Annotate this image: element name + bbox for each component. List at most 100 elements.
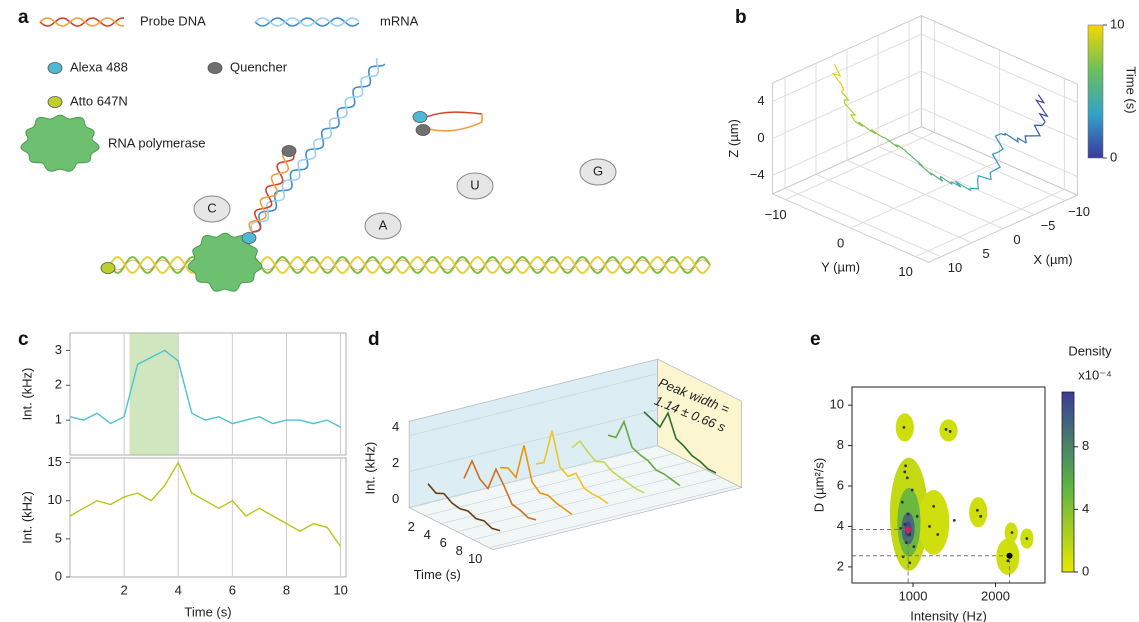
z-tick-label: 4: [757, 93, 764, 108]
colorbar-tick-label: 0: [1082, 563, 1089, 578]
point: [904, 464, 908, 468]
strand: [254, 17, 360, 27]
x-tick-label: 8: [283, 582, 290, 597]
trajectory-segment: [880, 135, 907, 152]
y-tick-label: 1: [55, 412, 62, 427]
grid-line: [473, 477, 722, 541]
point: [952, 518, 956, 522]
z-axis-label: Z (µm): [726, 119, 741, 158]
side-wall: [657, 358, 742, 489]
x-tick-label: −10: [1068, 204, 1090, 219]
panel-label: a: [18, 7, 29, 28]
alexa-dot: [241, 232, 257, 244]
colorbar-tick-label: 10: [1110, 16, 1124, 31]
quencher-dot: [281, 145, 297, 157]
y-tick-label: 10: [830, 397, 844, 412]
point: [975, 508, 979, 512]
x-tick-label: 2: [408, 519, 415, 534]
z-tick-label: −4: [750, 167, 765, 182]
point: [1010, 531, 1014, 534]
y-tick-label: 2: [55, 377, 62, 392]
y-tick-label: 4: [392, 419, 399, 434]
density-region: [939, 419, 958, 442]
trajectory-segment: [1034, 94, 1049, 123]
trace: [427, 483, 501, 532]
point: [915, 514, 919, 518]
x-tick-label: 6: [229, 582, 236, 597]
y-tick-label: 5: [55, 530, 62, 545]
marker: [905, 526, 912, 533]
trace: [571, 439, 645, 494]
grid-line: [425, 453, 674, 517]
point: [936, 533, 940, 536]
colorbar-tick-label: 4: [1082, 501, 1089, 516]
x-tick-label: 2: [121, 582, 128, 597]
trajectory-segment: [831, 63, 845, 92]
trace: [463, 458, 537, 521]
grid-line: [850, 160, 1000, 229]
panel-label: d: [368, 329, 380, 350]
line: [69, 349, 341, 428]
point: [903, 470, 907, 474]
strand: [39, 17, 125, 27]
panel-label: c: [18, 329, 29, 350]
x-axis-label: X (µm): [1033, 252, 1072, 267]
trajectory-segment: [991, 133, 1004, 171]
probe-hairpin: [425, 111, 483, 118]
x-tick-label: 2000: [981, 588, 1010, 603]
colorbar-label: Density: [1068, 343, 1112, 358]
grid-line: [489, 485, 738, 549]
point: [906, 512, 910, 516]
legend-text: mRNA: [380, 13, 419, 28]
x-tick-label: 5: [982, 246, 989, 261]
plot-area: [851, 386, 1046, 584]
strand: [248, 150, 290, 233]
nucleotide-label: C: [207, 200, 216, 215]
y-tick-label: 0: [837, 236, 844, 251]
alexa-dot: [412, 111, 428, 123]
point: [1025, 537, 1029, 540]
point: [905, 541, 908, 544]
nucleotide: [193, 195, 231, 223]
x-tick-label: −5: [1041, 218, 1056, 233]
grid-line: [441, 461, 690, 525]
legend-text: Atto 647N: [70, 93, 128, 108]
z-tick-label: 0: [757, 130, 764, 145]
marker: [1006, 552, 1013, 559]
trace: [499, 445, 573, 516]
x-tick-label: 10: [333, 582, 347, 597]
point: [902, 426, 906, 429]
colorbar: [1087, 24, 1104, 159]
colorbar-label: Time (s): [1124, 66, 1139, 113]
strand: [39, 17, 125, 27]
guide-line: [852, 555, 1011, 583]
x-axis-label: Time (s): [184, 604, 231, 619]
colorbar-tick-label: 8: [1082, 438, 1089, 453]
grid-line: [921, 70, 1078, 141]
colorbar-tick-label: 0: [1110, 149, 1117, 164]
atto-dot: [100, 262, 116, 274]
trace: [535, 430, 609, 505]
legend-text: Alexa 488: [70, 59, 128, 74]
y-tick-label: 0: [392, 491, 399, 506]
x-tick-label: 6: [440, 535, 447, 550]
plot-area: [69, 457, 347, 578]
trajectory-segment: [1024, 121, 1046, 144]
x-tick-label: 4: [424, 527, 431, 542]
y-axis-label: Y (µm): [821, 260, 860, 275]
trajectory-segment: [840, 90, 857, 122]
grid-line: [785, 131, 935, 201]
grid-line: [409, 373, 658, 437]
point: [944, 428, 948, 431]
line: [69, 461, 342, 547]
density-region: [917, 490, 950, 555]
x-axis-label: Time (s): [414, 567, 461, 582]
highlight: [129, 333, 179, 455]
grid-line: [409, 445, 658, 509]
trajectory-segment: [854, 120, 881, 137]
legend-text: Probe DNA: [140, 13, 206, 28]
x-tick-label: 8: [456, 543, 463, 558]
point: [908, 561, 912, 565]
trajectory-segment: [950, 180, 972, 192]
